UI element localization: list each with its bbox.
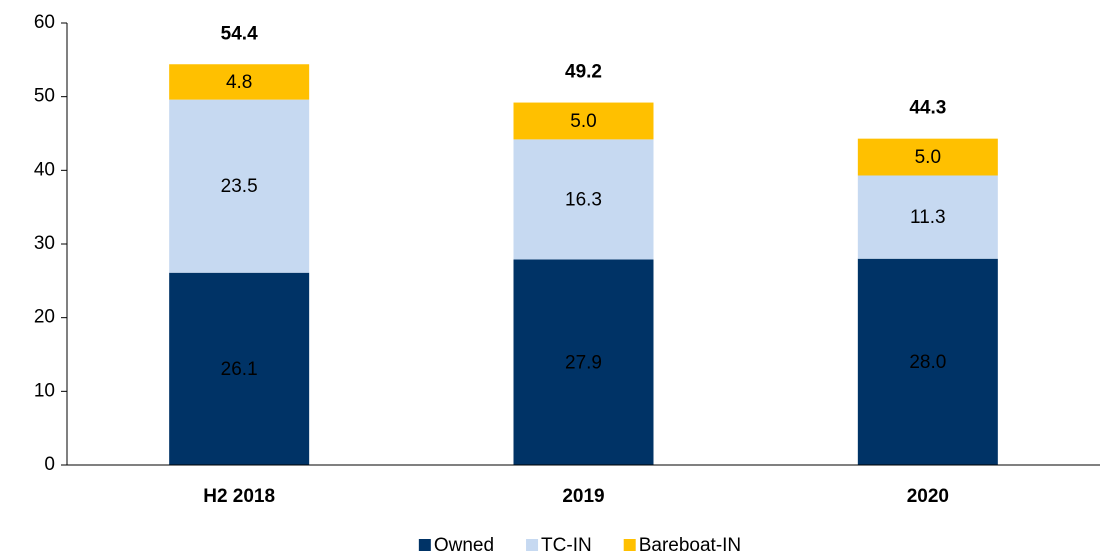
data-label: 5.0 (915, 147, 941, 168)
data-label: 5.0 (570, 111, 596, 132)
bar-segment (513, 139, 654, 260)
bar-segment (857, 175, 998, 259)
data-label: 27.9 (565, 352, 602, 373)
total-label: 44.3 (909, 98, 946, 119)
legend-label: Owned (434, 535, 494, 556)
legend-swatch (526, 539, 539, 551)
bar-segment (169, 272, 310, 465)
y-tick-label: 60 (34, 12, 55, 33)
data-label: 16.3 (565, 189, 602, 210)
x-tick-label: 2019 (562, 486, 604, 507)
x-tick-label: H2 2018 (203, 486, 275, 507)
data-label: 28.0 (909, 352, 946, 373)
x-tick-label: 2020 (907, 486, 949, 507)
y-tick-label: 30 (34, 233, 55, 254)
legend-label: Bareboat-IN (639, 535, 741, 556)
data-label: 23.5 (221, 176, 258, 197)
y-tick-label: 10 (34, 380, 55, 401)
data-label: 4.8 (226, 72, 252, 93)
y-tick-label: 40 (34, 159, 55, 180)
y-tick-label: 50 (34, 86, 55, 107)
bar-segment (857, 138, 998, 176)
total-label: 49.2 (565, 62, 602, 83)
bar-segment (857, 258, 998, 465)
legend-swatch (418, 539, 431, 551)
legend-swatch (623, 539, 636, 551)
y-tick-label: 0 (44, 454, 55, 475)
bar-segment (513, 102, 654, 140)
bar-segment (513, 259, 654, 465)
bar-segment (169, 99, 310, 273)
bar-segment (169, 64, 310, 100)
y-tick-label: 20 (34, 307, 55, 328)
total-label: 54.4 (221, 23, 258, 44)
data-label: 11.3 (910, 207, 946, 228)
legend-label: TC-IN (541, 535, 592, 556)
data-label: 26.1 (221, 359, 258, 380)
